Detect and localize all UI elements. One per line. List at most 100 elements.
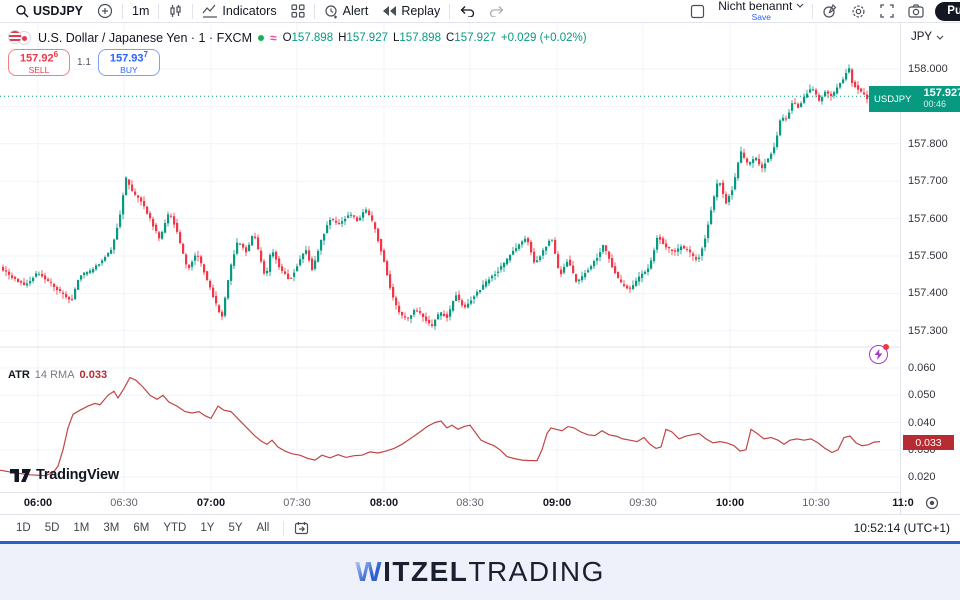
snapshot-button[interactable] <box>901 0 931 22</box>
time-axis-settings-icon[interactable] <box>925 496 939 515</box>
witzel-trading-logo: W ITZEL TRADING <box>355 556 605 587</box>
publish-label: Pu <box>947 5 960 17</box>
time-tick-label: 07:30 <box>283 497 311 509</box>
spread-value: 1.1 <box>77 57 91 68</box>
top-toolbar: USDJPY 1m Indicators <box>0 0 960 23</box>
replay-icon <box>383 6 397 16</box>
settings-button[interactable] <box>844 0 873 22</box>
quick-search-button[interactable] <box>815 0 844 22</box>
price-tick-label: 158.000 <box>908 63 948 75</box>
currency-selector[interactable]: JPY <box>911 31 944 43</box>
time-tick-label: 09:30 <box>629 497 657 509</box>
market-open-dot-icon[interactable] <box>257 34 264 41</box>
price-change: +0.029 (+0.02%) <box>500 31 587 44</box>
chevron-down-icon <box>936 35 944 40</box>
gear-icon <box>852 4 865 18</box>
candlestick-chart[interactable] <box>0 23 900 492</box>
currency-pair-flags-icon <box>8 30 32 45</box>
time-tick-label: 06:00 <box>23 497 53 509</box>
interval-button[interactable]: 1m <box>125 0 156 22</box>
quick-search-icon <box>823 3 837 18</box>
redo-button[interactable] <box>482 0 512 22</box>
go-to-date-button[interactable] <box>292 521 311 535</box>
atr-tick-label: 0.040 <box>908 416 936 429</box>
volatility-wave-icon[interactable]: ≈ <box>269 30 277 45</box>
atr-indicator-legend[interactable]: ATR 14 RMA 0.033 <box>8 369 108 381</box>
chart-style-button[interactable] <box>161 0 190 22</box>
chart-pane[interactable]: U.S. Dollar / Japanese Yen · 1 · FXCM ≈ … <box>0 23 900 492</box>
layout-name-menu[interactable]: Nicht benannt Save <box>712 0 810 22</box>
symbol-search-button[interactable]: USDJPY <box>8 0 90 22</box>
range-button-5d[interactable]: 5D <box>44 522 60 534</box>
search-icon <box>16 5 29 18</box>
range-button-1d[interactable]: 1D <box>16 522 31 534</box>
time-tick-label: 06:30 <box>110 497 138 509</box>
redo-icon <box>490 6 504 17</box>
save-link[interactable]: Save <box>751 11 771 22</box>
atr-tick-label: 0.060 <box>908 362 936 374</box>
time-tick-label: 08:30 <box>456 497 484 509</box>
range-button-ytd[interactable]: YTD <box>163 522 187 534</box>
indicator-templates-button[interactable] <box>284 0 312 22</box>
grid-icon <box>291 4 305 18</box>
time-axis[interactable]: 06:00 06:30 07:00 07:30 08:00 08:30 09:00 09:30… <box>0 492 914 514</box>
chevron-down-icon <box>796 3 804 8</box>
time-tick-label: 10:30 <box>802 497 830 509</box>
tradingview-logo[interactable]: TradingView <box>10 467 119 483</box>
symbol-title[interactable]: U.S. Dollar / Japanese Yen · 1 · FXCM <box>38 30 252 45</box>
alert-button[interactable]: Alert <box>317 0 376 22</box>
footer-branding: W ITZEL TRADING <box>0 541 960 600</box>
alert-label: Alert <box>342 4 369 18</box>
bar-countdown: 00:46 <box>923 99 947 109</box>
indicators-button[interactable]: Indicators <box>195 0 283 22</box>
fullscreen-icon <box>880 4 894 18</box>
sell-button[interactable]: 157.926 SELL <box>8 49 70 76</box>
compare-button[interactable] <box>90 0 120 22</box>
calendar-go-to-icon <box>295 522 309 535</box>
atr-tick-label: 0.050 <box>908 389 936 402</box>
time-tick-label: 08:00 <box>369 497 399 509</box>
undo-button[interactable] <box>452 0 482 22</box>
boost-lightning-icon[interactable] <box>869 344 889 364</box>
range-button-1y[interactable]: 1Y <box>200 522 215 534</box>
time-tick-label: 07:00 <box>196 497 226 509</box>
price-tick-label: 157.500 <box>908 250 948 262</box>
fullscreen-button[interactable] <box>873 0 901 22</box>
price-tick-label: 157.300 <box>908 324 948 337</box>
range-button-1m[interactable]: 1M <box>73 522 90 534</box>
tradingview-mark-icon <box>10 468 31 482</box>
price-tick-label: 157.800 <box>908 137 948 150</box>
current-price-symbol-tag: USDJPY <box>869 86 917 112</box>
time-tick-label: 11:0 <box>892 497 914 509</box>
replay-label: Replay <box>401 4 441 18</box>
time-tick-label: 09:00 <box>542 497 572 509</box>
range-button-5y[interactable]: 5Y <box>228 522 243 534</box>
candlestick-icon <box>170 4 182 17</box>
layout-panel-button[interactable] <box>683 0 712 22</box>
alert-clock-icon <box>325 4 337 18</box>
clock-timezone-button[interactable]: 10:52:14 (UTC+1) <box>853 521 950 535</box>
current-price-label: USDJPY 157.927 00:46 <box>869 86 960 112</box>
symbol-label: USDJPY <box>33 4 84 18</box>
replay-button[interactable]: Replay <box>375 0 447 22</box>
layout-square-icon <box>691 4 705 18</box>
bottom-toolbar: 1D 5D 1M 3M 6M YTD 1Y 5Y All 10:52:14 (UTC+1) <box>0 514 960 541</box>
publish-button[interactable]: Pu <box>935 1 960 21</box>
trade-panel: 157.926 SELL 1.1 157.937 BUY <box>8 49 160 76</box>
range-button-6m[interactable]: 6M <box>133 522 150 534</box>
indicators-icon <box>202 4 218 18</box>
time-tick-label: 10:00 <box>715 497 745 509</box>
symbol-info-row[interactable]: U.S. Dollar / Japanese Yen · 1 · FXCM ≈ … <box>8 30 587 45</box>
interval-label: 1m <box>132 4 150 18</box>
current-price-value: 157.927 <box>923 87 960 99</box>
price-tick-label: 157.400 <box>908 287 948 300</box>
range-button-all[interactable]: All <box>256 522 270 534</box>
buy-button[interactable]: 157.937 BUY <box>97 49 160 76</box>
range-button-3m[interactable]: 3M <box>103 522 120 534</box>
atr-current-value-label: 0.033 <box>903 435 954 450</box>
tradingview-logo-text: TradingView <box>36 467 119 483</box>
plus-circle-icon <box>97 3 113 19</box>
price-tick-label: 157.600 <box>908 212 948 225</box>
atr-tick-label: 0.020 <box>908 471 936 483</box>
